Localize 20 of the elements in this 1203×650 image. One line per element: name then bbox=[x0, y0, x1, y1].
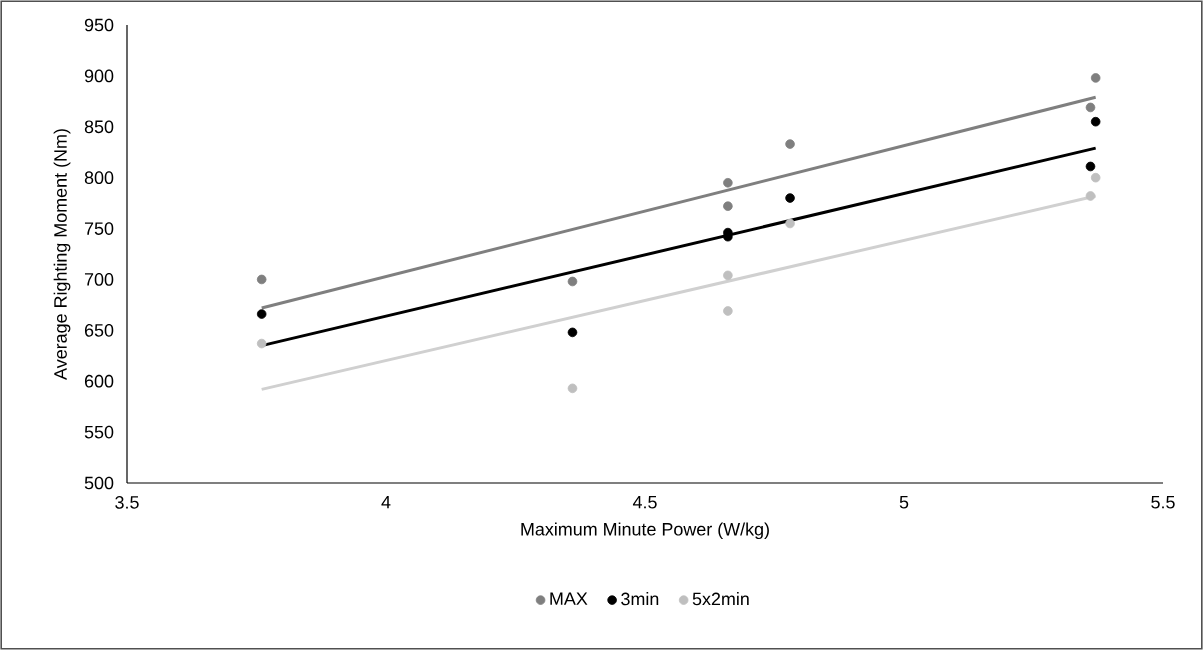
y-tick-label: 500 bbox=[84, 476, 114, 490]
legend-label: 5x2min bbox=[692, 592, 749, 606]
y-tick-label: 850 bbox=[84, 120, 114, 134]
legend-label: MAX bbox=[550, 592, 588, 605]
y-tick-label: 750 bbox=[84, 222, 114, 235]
x-tick-label: 3.5 bbox=[115, 496, 139, 509]
y-axis-title: Average Righting Moment (Nm) bbox=[53, 129, 71, 380]
legend-label: 3min bbox=[621, 592, 659, 606]
y-tick-label: 550 bbox=[84, 425, 114, 439]
y-tick-label: 700 bbox=[84, 273, 114, 286]
y-tick-label: 800 bbox=[84, 171, 114, 185]
y-tick-label: 900 bbox=[84, 69, 114, 83]
y-tick-label: 650 bbox=[84, 323, 114, 337]
x-tick-label: 4.5 bbox=[632, 496, 657, 509]
y-tick-label: 600 bbox=[84, 374, 114, 388]
y-tick-label: 950 bbox=[84, 18, 114, 32]
x-tick-label: 5 bbox=[899, 496, 909, 509]
x-tick-label: 4 bbox=[381, 496, 391, 509]
x-tick-label: 5.5 bbox=[1151, 496, 1175, 509]
x-axis-title: Maximum Minute Power (W/kg) bbox=[521, 522, 769, 540]
